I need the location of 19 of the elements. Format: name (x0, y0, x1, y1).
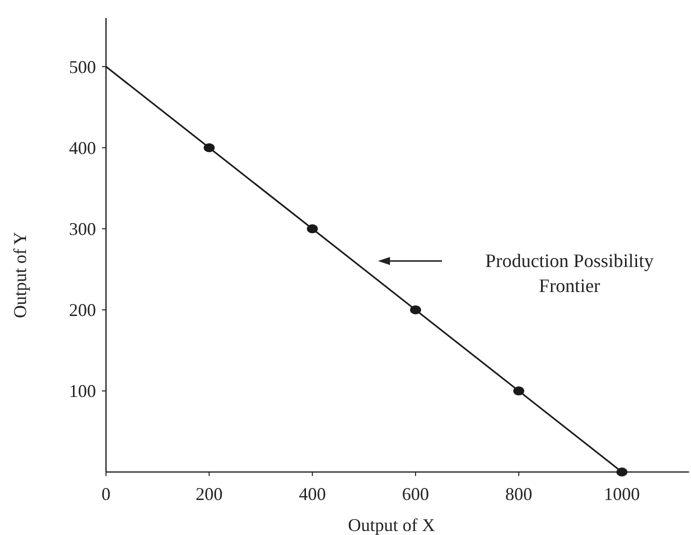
x-tick-label: 400 (298, 484, 326, 504)
x-tick-label: 0 (102, 484, 110, 504)
point (306, 224, 318, 234)
y-tick-label: 500 (69, 56, 96, 77)
y-tick-label: 300 (69, 219, 96, 240)
point (616, 468, 628, 476)
x-tick-label: 1000 (604, 484, 640, 504)
x-tick-label: 800 (505, 484, 532, 504)
y-axis-title: Output of Y (10, 232, 30, 318)
point (204, 143, 215, 152)
y-tick-label: 400 (69, 138, 96, 158)
y-tick-label: 200 (69, 300, 96, 320)
x-tick-label: 600 (402, 484, 430, 504)
x-tick-label: 200 (196, 484, 223, 504)
annotation: Production Possibility Frontier (485, 251, 654, 297)
point (513, 386, 524, 396)
x-axis-title: Output of X (348, 515, 435, 535)
point (410, 305, 422, 314)
y-tick-label: 100 (69, 381, 96, 402)
